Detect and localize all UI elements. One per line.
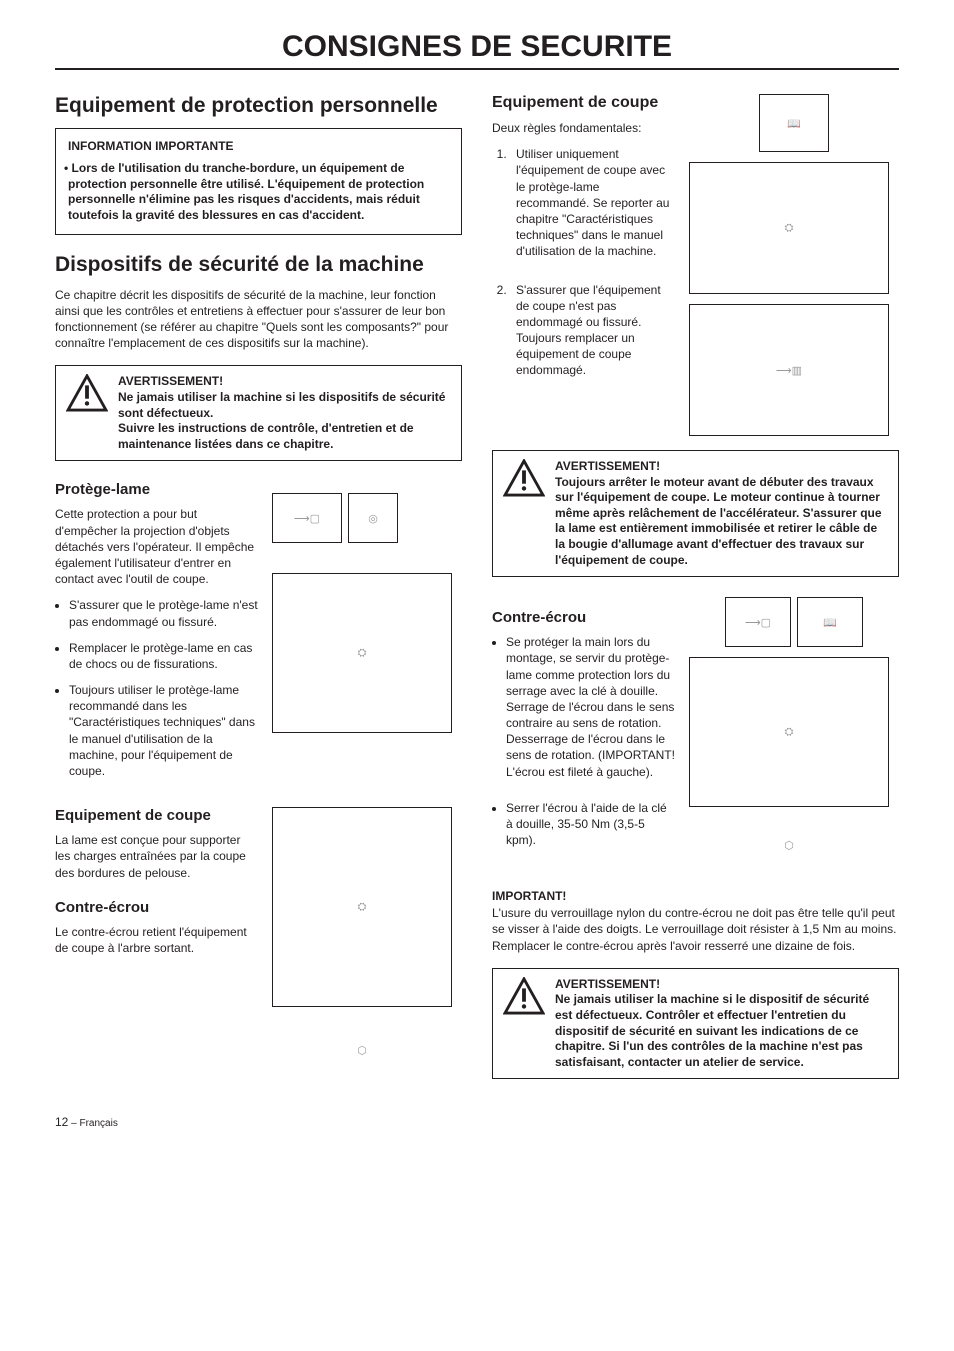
- heading-contre-ecrou-right: Contre-écrou: [492, 609, 675, 626]
- equip-coupe-right-section: Equipement de coupe Deux règles fondamen…: [492, 94, 899, 436]
- warning-body: Ne jamais utiliser la machine si le disp…: [555, 992, 869, 1068]
- contre-ecrou-list: Se protéger la main lors du montage, se …: [492, 634, 675, 848]
- information-box-body: • Lors de l'utilisation du tranche-bordu…: [68, 161, 449, 223]
- page-footer: 12 – Français: [55, 1115, 899, 1129]
- warning-title: AVERTISSEMENT!: [555, 977, 888, 993]
- protege-lame-list: S'assurer que le protège-lame n'est pas …: [55, 597, 258, 779]
- left-column: Equipement de protection personnelle INF…: [55, 94, 462, 1093]
- list-item: Serrer l'écrou à l'aide de la clé à doui…: [506, 800, 675, 849]
- dispositifs-intro: Ce chapitre décrit les dispositifs de sé…: [55, 287, 462, 352]
- warning-title: AVERTISSEMENT!: [555, 459, 888, 475]
- page-title: CONSIGNES DE SECURITE: [55, 30, 899, 70]
- illustration-manual-icon: 📖: [759, 94, 829, 152]
- list-item: Remplacer le protège-lame en cas de choc…: [69, 640, 258, 672]
- warning-text-1: AVERTISSEMENT! Ne jamais utiliser la mac…: [118, 374, 451, 452]
- contre-ecrou-illustrations: ⛭ ⬡: [272, 789, 462, 1083]
- equip-coupe-section: Equipement de coupe La lame est conçue p…: [55, 789, 462, 1083]
- warning-box-1: AVERTISSEMENT! Ne jamais utiliser la mac…: [55, 365, 462, 461]
- rules-list: Utiliser uniquement l'équipement de coup…: [492, 146, 675, 378]
- illustration-guard-right: ⛭: [689, 162, 889, 294]
- page-language: – Français: [71, 1118, 118, 1129]
- equip-coupe-intro: Deux règles fondamentales:: [492, 120, 675, 136]
- illustration-blade-guard-switch: ⟶▢: [272, 493, 342, 543]
- information-box-body-text: Lors de l'utilisation du tranche-bordure…: [68, 161, 424, 222]
- warning-body: Ne jamais utiliser la machine si les dis…: [118, 390, 445, 451]
- warning-icon: [503, 977, 545, 1015]
- equip-coupe-body: La lame est conçue pour supporter les ch…: [55, 832, 258, 881]
- protege-lame-illustrations: ⟶▢ ◎ ⛭: [272, 475, 462, 733]
- columns: Equipement de protection personnelle INF…: [55, 94, 899, 1093]
- heading-equipement-protection: Equipement de protection personnelle: [55, 94, 462, 118]
- list-item: Toujours utiliser le protège-lame recomm…: [69, 682, 258, 779]
- list-item: Utiliser uniquement l'équipement de coup…: [510, 146, 675, 259]
- illustration-blade-right: ⟶▥: [689, 304, 889, 436]
- contre-ecrou-right-illustrations: ⟶▢ 📖 ⛭ ⬡: [689, 591, 899, 873]
- warning-body: Toujours arrêter le moteur avant de débu…: [555, 475, 882, 567]
- warning-text-3: AVERTISSEMENT! Ne jamais utiliser la mac…: [555, 977, 888, 1071]
- heading-protege-lame: Protège-lame: [55, 481, 258, 498]
- warning-box-3: AVERTISSEMENT! Ne jamais utiliser la mac…: [492, 968, 899, 1080]
- right-column: Equipement de coupe Deux règles fondamen…: [492, 94, 899, 1093]
- list-item-text: Toujours utiliser le protège-lame recomm…: [69, 683, 255, 778]
- illustration-manual-small: 📖: [797, 597, 863, 647]
- protege-lame-intro: Cette protection a pour but d'empêcher l…: [55, 506, 258, 587]
- equip-coupe-right-illustrations: 📖 ⛭ ⟶▥: [689, 94, 899, 436]
- illustration-blade-guard-large: ⛭: [272, 573, 452, 733]
- illustration-nut: ⬡: [272, 1017, 452, 1083]
- list-item: S'assurer que le protège-lame n'est pas …: [69, 597, 258, 629]
- important-label: IMPORTANT!: [492, 889, 899, 903]
- contre-ecrou-right-section: Contre-écrou Se protéger la main lors du…: [492, 591, 899, 873]
- illustration-blade-disc: ◎: [348, 493, 398, 543]
- illustration-switch-small: ⟶▢: [725, 597, 791, 647]
- warning-text-2: AVERTISSEMENT! Toujours arrêter le moteu…: [555, 459, 888, 568]
- protege-lame-section: Protège-lame Cette protection a pour but…: [55, 475, 462, 789]
- list-item: Se protéger la main lors du montage, se …: [506, 634, 675, 780]
- page: CONSIGNES DE SECURITE Equipement de prot…: [0, 0, 954, 1149]
- information-box-title: INFORMATION IMPORTANTE: [68, 139, 449, 153]
- heading-equip-coupe-left: Equipement de coupe: [55, 807, 258, 824]
- important-block: IMPORTANT! L'usure du verrouillage nylon…: [492, 889, 899, 954]
- warning-box-2: AVERTISSEMENT! Toujours arrêter le moteu…: [492, 450, 899, 577]
- list-item: S'assurer que l'équipement de coupe n'es…: [510, 282, 675, 379]
- information-box: INFORMATION IMPORTANTE • Lors de l'utili…: [55, 128, 462, 234]
- warning-icon: [66, 374, 108, 412]
- heading-equip-coupe-right: Equipement de coupe: [492, 94, 675, 112]
- illustration-nut-right: ⬡: [689, 817, 889, 873]
- warning-title: AVERTISSEMENT!: [118, 374, 451, 390]
- page-number: 12: [55, 1115, 68, 1129]
- illustration-edger-side: ⛭: [272, 807, 452, 1007]
- heading-dispositifs: Dispositifs de sécurité de la machine: [55, 253, 462, 277]
- illustration-edger-right: ⛭: [689, 657, 889, 807]
- contre-ecrou-body: Le contre-écrou retient l'équipement de …: [55, 924, 258, 956]
- warning-icon: [503, 459, 545, 497]
- important-body: L'usure du verrouillage nylon du contre-…: [492, 905, 899, 954]
- heading-contre-ecrou-left: Contre-écrou: [55, 899, 258, 916]
